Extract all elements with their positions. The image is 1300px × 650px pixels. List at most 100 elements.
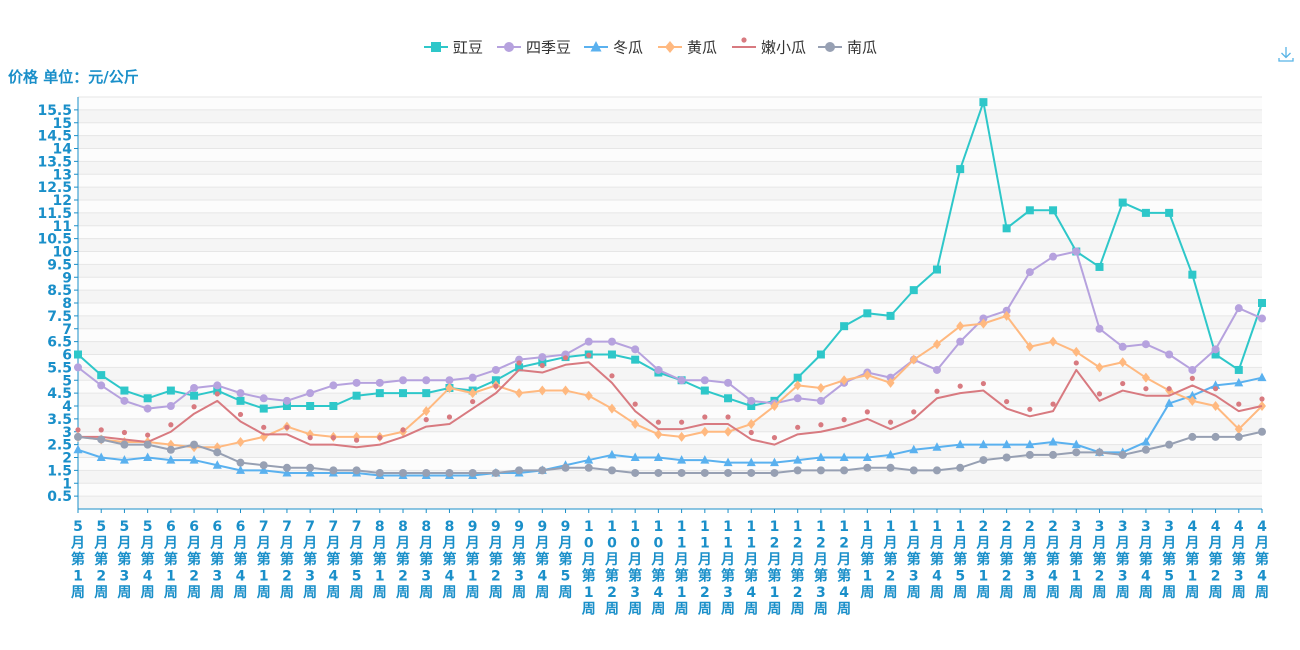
legend-item-1: 豇豆 bbox=[424, 39, 483, 57]
y-tick-labels: 0.511.522.533.544.555.566.577.588.599.51… bbox=[37, 103, 78, 505]
y-tick-label: 6 bbox=[62, 348, 72, 364]
data-point bbox=[352, 466, 361, 475]
data-point bbox=[816, 466, 825, 475]
data-point bbox=[98, 427, 104, 433]
data-point bbox=[561, 385, 570, 396]
data-point bbox=[723, 457, 733, 467]
data-point bbox=[793, 373, 802, 382]
data-point bbox=[468, 373, 477, 382]
data-point bbox=[1165, 208, 1174, 217]
x-tick-label: 2 月第 2 周 bbox=[999, 519, 1014, 601]
data-point bbox=[1211, 432, 1220, 441]
x-tick-label: 1 2 月第 3 周 bbox=[813, 519, 828, 618]
data-point bbox=[654, 365, 663, 374]
grid-lines bbox=[78, 96, 1262, 497]
legend-swatch-marker bbox=[741, 37, 747, 43]
data-point bbox=[886, 449, 896, 459]
data-point bbox=[655, 419, 661, 425]
x-tick-label: 6 月第 4 周 bbox=[233, 519, 248, 601]
data-point bbox=[909, 466, 918, 475]
data-point bbox=[584, 455, 594, 464]
data-point bbox=[1025, 341, 1034, 352]
y-tick-label: 5 bbox=[62, 373, 72, 389]
series-2 bbox=[74, 247, 1266, 413]
legend-swatch-marker bbox=[504, 42, 514, 52]
x-tick-label: 1 月第 1 周 bbox=[859, 519, 874, 601]
data-point bbox=[119, 455, 129, 464]
data-point bbox=[307, 435, 313, 441]
legend-swatch-marker bbox=[665, 41, 675, 53]
data-point bbox=[979, 318, 988, 329]
data-point bbox=[978, 439, 988, 449]
data-point bbox=[1211, 401, 1220, 411]
data-point bbox=[1049, 206, 1058, 215]
data-point bbox=[840, 466, 849, 475]
x-tick-label: 7 月第 4 周 bbox=[325, 519, 340, 601]
data-point bbox=[1095, 448, 1104, 457]
data-point bbox=[1187, 390, 1197, 400]
series-line bbox=[77, 430, 1263, 474]
data-point bbox=[909, 444, 919, 454]
x-tick-label: 8 月第 1 周 bbox=[372, 519, 387, 601]
y-tick-label: 3.5 bbox=[47, 412, 72, 428]
data-point bbox=[538, 358, 547, 367]
y-tick-label: 1 bbox=[62, 476, 72, 492]
download-icon[interactable] bbox=[1276, 44, 1296, 64]
data-point bbox=[352, 391, 361, 400]
legend[interactable]: 豇豆 四季豆 冬瓜 黄瓜 嫩小瓜 南瓜 bbox=[424, 37, 877, 57]
x-tick-label: 9 月第 3 周 bbox=[511, 519, 526, 601]
plot-band bbox=[78, 238, 1262, 252]
data-point bbox=[700, 468, 709, 477]
plot-band bbox=[78, 264, 1262, 278]
plot-band bbox=[78, 122, 1262, 136]
data-point bbox=[515, 363, 524, 372]
x-tick-label: 9 月第 4 周 bbox=[534, 519, 549, 601]
series-line bbox=[77, 250, 1263, 410]
data-point bbox=[236, 458, 245, 467]
data-point bbox=[1095, 324, 1104, 333]
data-point bbox=[1236, 401, 1242, 407]
data-point bbox=[1234, 424, 1243, 435]
data-point bbox=[375, 378, 384, 387]
data-point bbox=[1118, 198, 1127, 207]
data-point bbox=[584, 390, 593, 401]
data-point bbox=[793, 466, 802, 475]
data-point bbox=[491, 468, 500, 477]
data-point bbox=[213, 381, 222, 390]
x-tick-label: 1 2 月第 2 周 bbox=[790, 519, 805, 618]
data-point bbox=[423, 417, 429, 423]
data-point bbox=[282, 402, 291, 410]
data-point bbox=[632, 401, 638, 407]
data-point bbox=[816, 350, 825, 359]
data-point bbox=[677, 455, 687, 464]
x-tick-label: 7 月第 5 周 bbox=[349, 519, 364, 601]
y-tick-label: 11 bbox=[53, 219, 72, 235]
data-point bbox=[1096, 391, 1103, 397]
x-tick-label: 7 月第 1 周 bbox=[256, 519, 271, 601]
data-point bbox=[886, 463, 895, 472]
data-point bbox=[679, 419, 685, 425]
data-point bbox=[1258, 314, 1266, 323]
legend-swatch-marker bbox=[825, 42, 835, 52]
data-point bbox=[1118, 450, 1127, 459]
data-point bbox=[1004, 398, 1010, 405]
data-point bbox=[747, 419, 756, 430]
data-point bbox=[793, 394, 802, 403]
data-point bbox=[166, 402, 175, 410]
x-tick-label: 7 月第 2 周 bbox=[279, 519, 294, 601]
y-tick-label: 8.5 bbox=[47, 283, 72, 299]
data-point bbox=[725, 414, 731, 420]
x-tick-labels: 5 月第 1 周 5 月第 2 周 5 月第 3 周 5 月第 4 周 6 月第 1 周 6 月第 2 周 6 月第 3 周 6 月第 4 周… bbox=[70, 509, 1269, 618]
data-point bbox=[793, 380, 802, 391]
y-tick-label: 2.5 bbox=[47, 438, 72, 454]
data-point bbox=[1048, 437, 1058, 446]
data-point bbox=[422, 389, 431, 398]
data-point bbox=[932, 339, 941, 350]
plot-band bbox=[78, 315, 1262, 329]
legend-label: 黄瓜 bbox=[687, 39, 717, 57]
y-tick-label: 8 bbox=[62, 296, 72, 312]
data-point bbox=[769, 457, 779, 467]
data-point bbox=[631, 419, 640, 430]
data-point bbox=[259, 461, 268, 470]
data-point bbox=[491, 365, 500, 374]
